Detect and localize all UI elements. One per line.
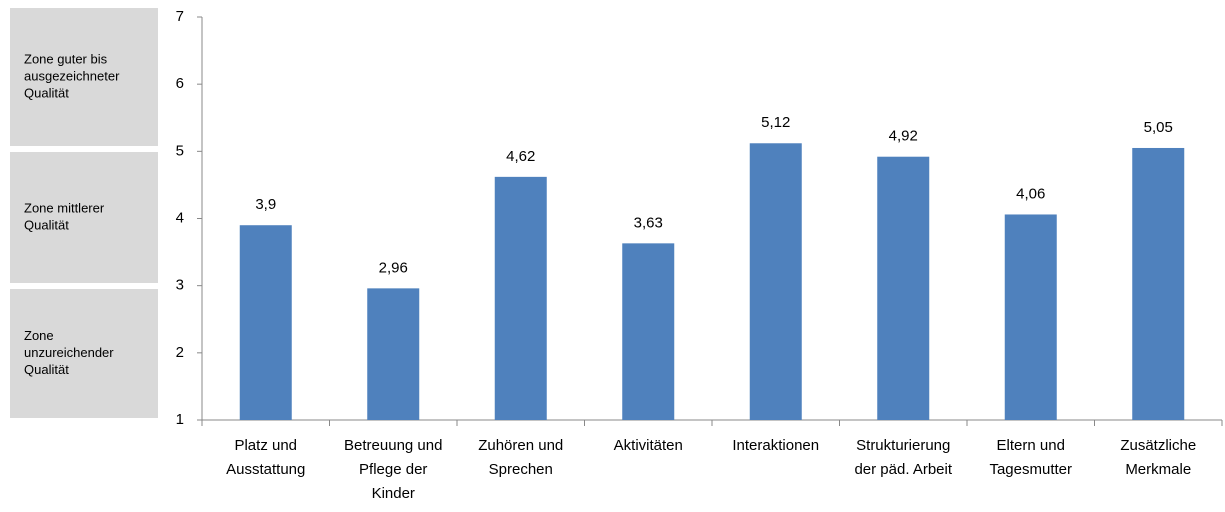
zone-label: Zone guter bis bbox=[24, 51, 108, 66]
zone-box bbox=[10, 152, 158, 283]
bar bbox=[877, 156, 930, 420]
x-tick-label: Interaktionen bbox=[732, 437, 819, 454]
x-tick-label: Platz und bbox=[234, 437, 297, 454]
zone-label: Qualität bbox=[24, 362, 69, 377]
bar bbox=[749, 143, 802, 421]
y-tick-label: 7 bbox=[176, 8, 184, 25]
y-tick-label: 5 bbox=[176, 142, 184, 159]
x-tick-label: Merkmale bbox=[1125, 461, 1191, 478]
zone-box bbox=[10, 289, 158, 418]
y-tick-label: 3 bbox=[176, 277, 184, 294]
value-label: 4,06 bbox=[1016, 185, 1045, 202]
value-label: 5,12 bbox=[761, 114, 790, 131]
zone-label: Zone mittlerer bbox=[24, 200, 105, 215]
x-tick-label: Zuhören und bbox=[478, 437, 563, 454]
zone-label: ausgezeichneter bbox=[24, 68, 120, 83]
bar bbox=[367, 288, 420, 420]
x-tick-label: Kinder bbox=[372, 485, 415, 502]
x-tick-label: Zusätzliche bbox=[1120, 437, 1196, 454]
zone-label: unzureichender bbox=[24, 345, 114, 360]
zone-label: Qualität bbox=[24, 217, 69, 232]
x-tick-label: Betreuung und bbox=[344, 437, 442, 454]
x-tick-label: Pflege der bbox=[359, 461, 427, 478]
value-label: 4,62 bbox=[506, 148, 535, 165]
x-tick-label: Eltern und bbox=[997, 437, 1065, 454]
y-tick-label: 4 bbox=[176, 209, 184, 226]
x-tick-label: Aktivitäten bbox=[614, 437, 683, 454]
x-tick-label: der päd. Arbeit bbox=[854, 461, 952, 478]
bar bbox=[622, 243, 675, 420]
bar bbox=[239, 225, 292, 420]
value-label: 3,9 bbox=[255, 196, 276, 213]
value-label: 4,92 bbox=[889, 128, 918, 145]
y-tick-label: 2 bbox=[176, 344, 184, 361]
x-tick-label: Ausstattung bbox=[226, 461, 305, 478]
value-label: 5,05 bbox=[1144, 119, 1173, 136]
zone-label: Qualität bbox=[24, 85, 69, 100]
x-tick-label: Sprechen bbox=[489, 461, 553, 478]
y-tick-label: 6 bbox=[176, 75, 184, 92]
bar bbox=[1004, 214, 1057, 420]
bar bbox=[494, 176, 547, 420]
x-tick-label: Tagesmutter bbox=[989, 461, 1072, 478]
zone-label: Zone bbox=[24, 328, 54, 343]
value-label: 2,96 bbox=[379, 259, 408, 276]
y-tick-label: 1 bbox=[176, 411, 184, 428]
x-tick-label: Strukturierung bbox=[856, 437, 950, 454]
zone-box bbox=[10, 8, 158, 146]
value-label: 3,63 bbox=[634, 214, 663, 231]
bar bbox=[1132, 147, 1185, 420]
